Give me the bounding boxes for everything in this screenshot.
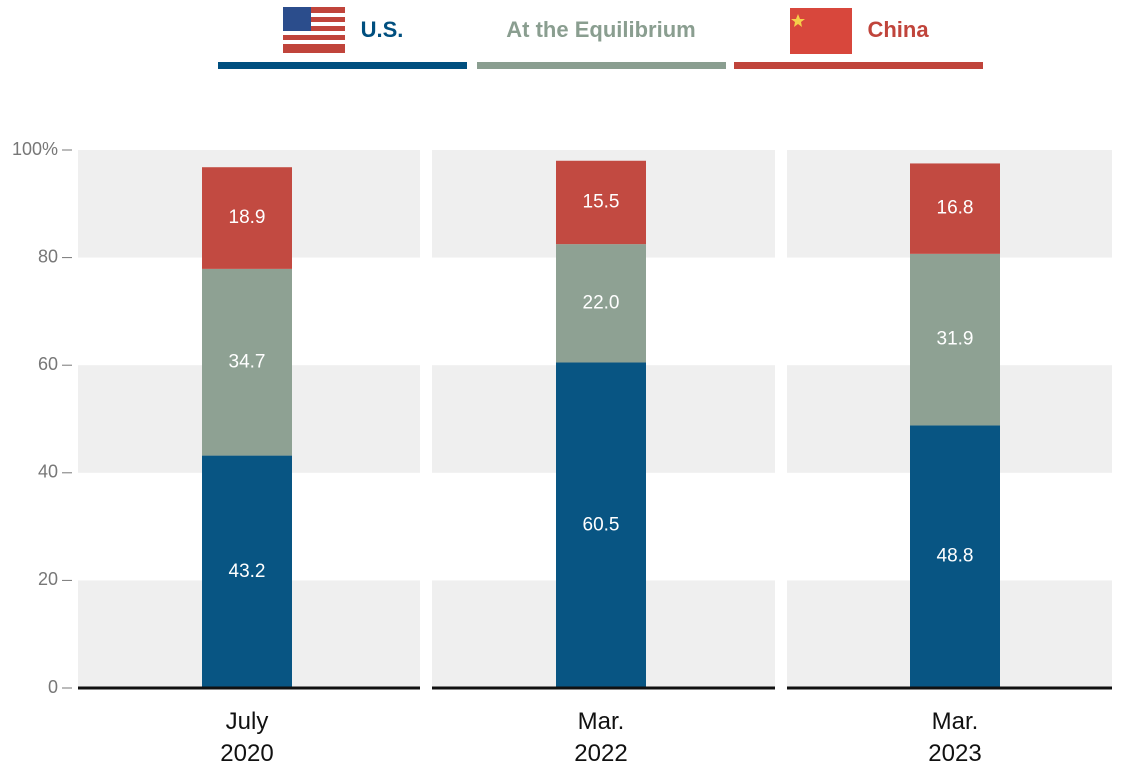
bar-segment [202, 167, 292, 269]
bar-segment [556, 244, 646, 363]
bar-segment [202, 455, 292, 688]
value-label: 48.8 [937, 546, 974, 567]
x-tick-label: July 2020 [220, 708, 274, 767]
bar-segment [556, 362, 646, 688]
bar-segment [556, 160, 646, 245]
y-tick-label: 100% [12, 139, 58, 159]
y-tick-label: 0 [48, 677, 58, 697]
y-tick-label: 80 [38, 246, 58, 266]
value-label: 16.8 [937, 198, 974, 219]
legend-label: At the Equilibrium [506, 17, 695, 42]
y-tick-label: 40 [38, 462, 58, 482]
value-label: 15.5 [583, 191, 620, 212]
us-flag [283, 7, 345, 53]
legend-line [734, 62, 983, 69]
value-label: 22.0 [583, 292, 620, 313]
legend-label: U.S. [361, 17, 404, 42]
value-label: 34.7 [229, 351, 266, 372]
bar-segment [910, 425, 1000, 688]
value-label: 60.5 [583, 514, 620, 535]
legend-line [218, 62, 467, 69]
x-tick-label: Mar. 2022 [574, 708, 628, 767]
value-label: 31.9 [937, 329, 974, 350]
value-label: 18.9 [229, 207, 266, 228]
y-tick-label: 60 [38, 354, 58, 374]
bar-segment [910, 163, 1000, 254]
china-flag [790, 8, 852, 54]
legend-line [477, 62, 726, 69]
x-tick-label: Mar. 2023 [928, 708, 982, 767]
bar-segment [202, 268, 292, 456]
legend-label: China [867, 17, 929, 42]
y-tick-label: 20 [38, 569, 58, 589]
bar-segment [910, 253, 1000, 426]
value-label: 43.2 [229, 561, 266, 582]
